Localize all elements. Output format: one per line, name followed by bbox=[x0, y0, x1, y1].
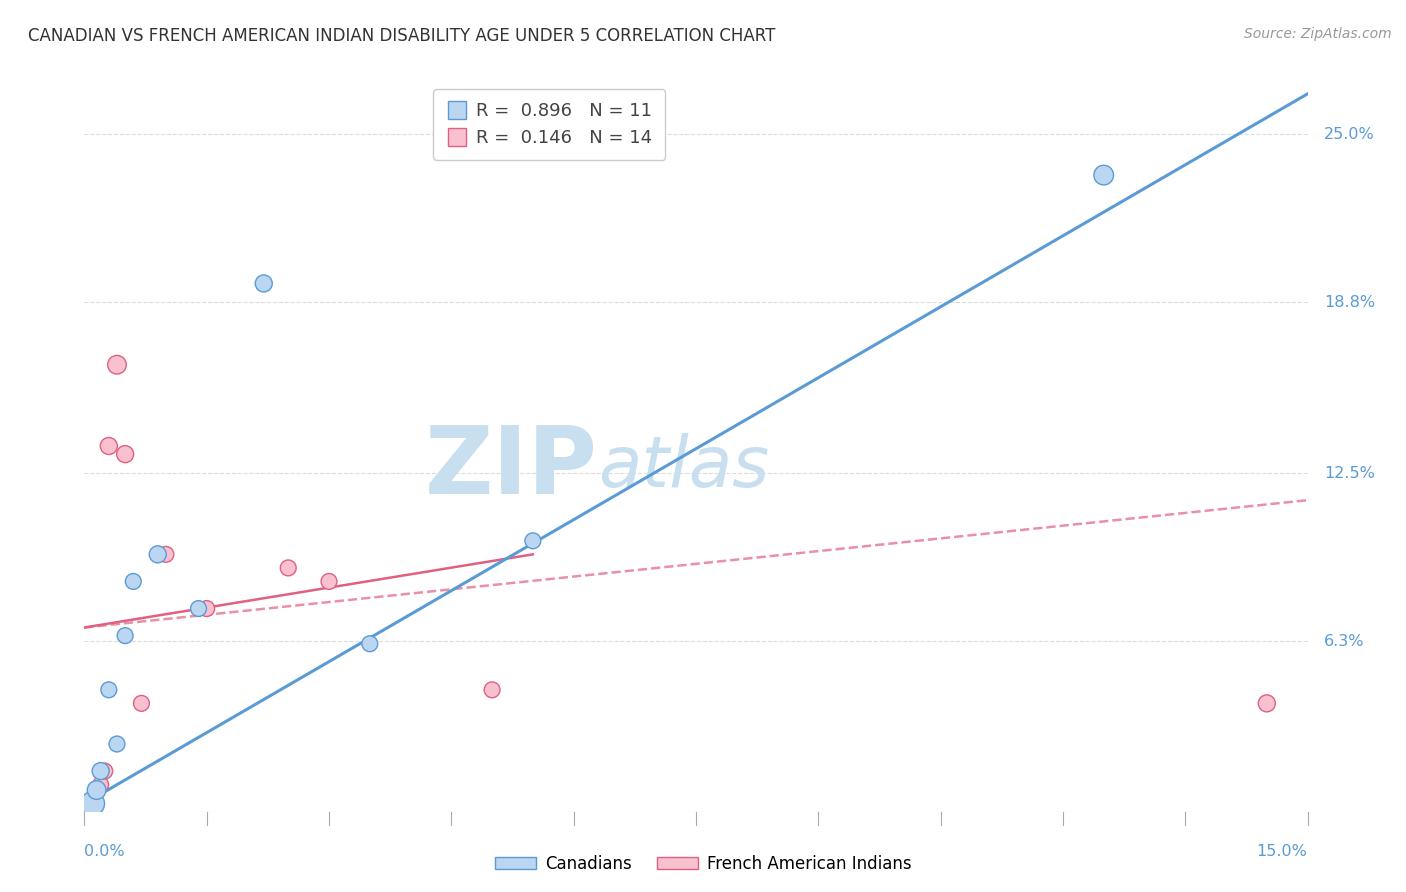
Legend: R =  0.896   N = 11, R =  0.146   N = 14: R = 0.896 N = 11, R = 0.146 N = 14 bbox=[433, 89, 665, 160]
Point bbox=[86, 783, 108, 797]
Point bbox=[90, 778, 112, 792]
Point bbox=[105, 358, 128, 372]
Text: 12.5%: 12.5% bbox=[1324, 466, 1375, 481]
Text: Source: ZipAtlas.com: Source: ZipAtlas.com bbox=[1244, 27, 1392, 41]
Point bbox=[90, 764, 112, 778]
Point bbox=[131, 697, 153, 711]
Text: 25.0%: 25.0% bbox=[1324, 127, 1375, 142]
Point bbox=[114, 447, 136, 461]
Text: ZIP: ZIP bbox=[425, 422, 598, 514]
Point bbox=[82, 797, 104, 811]
Text: 0.0%: 0.0% bbox=[84, 844, 125, 859]
Point bbox=[105, 737, 128, 751]
Point bbox=[481, 682, 503, 697]
Point bbox=[155, 547, 177, 561]
Text: 15.0%: 15.0% bbox=[1257, 844, 1308, 859]
Point bbox=[97, 682, 120, 697]
Point bbox=[122, 574, 145, 589]
Point bbox=[97, 439, 120, 453]
Point bbox=[1256, 697, 1278, 711]
Point bbox=[277, 561, 299, 575]
Text: 6.3%: 6.3% bbox=[1324, 633, 1364, 648]
Text: 18.8%: 18.8% bbox=[1324, 295, 1375, 310]
Point bbox=[522, 533, 544, 548]
Point bbox=[93, 764, 115, 778]
Point bbox=[253, 277, 276, 291]
Point bbox=[114, 629, 136, 643]
Point bbox=[82, 797, 104, 811]
Text: CANADIAN VS FRENCH AMERICAN INDIAN DISABILITY AGE UNDER 5 CORRELATION CHART: CANADIAN VS FRENCH AMERICAN INDIAN DISAB… bbox=[28, 27, 776, 45]
Point bbox=[146, 547, 169, 561]
Legend: Canadians, French American Indians: Canadians, French American Indians bbox=[488, 848, 918, 880]
Point bbox=[359, 637, 381, 651]
Point bbox=[1092, 168, 1115, 182]
Point bbox=[195, 601, 218, 615]
Text: atlas: atlas bbox=[598, 434, 769, 502]
Point bbox=[318, 574, 340, 589]
Point bbox=[187, 601, 209, 615]
Point bbox=[86, 783, 108, 797]
